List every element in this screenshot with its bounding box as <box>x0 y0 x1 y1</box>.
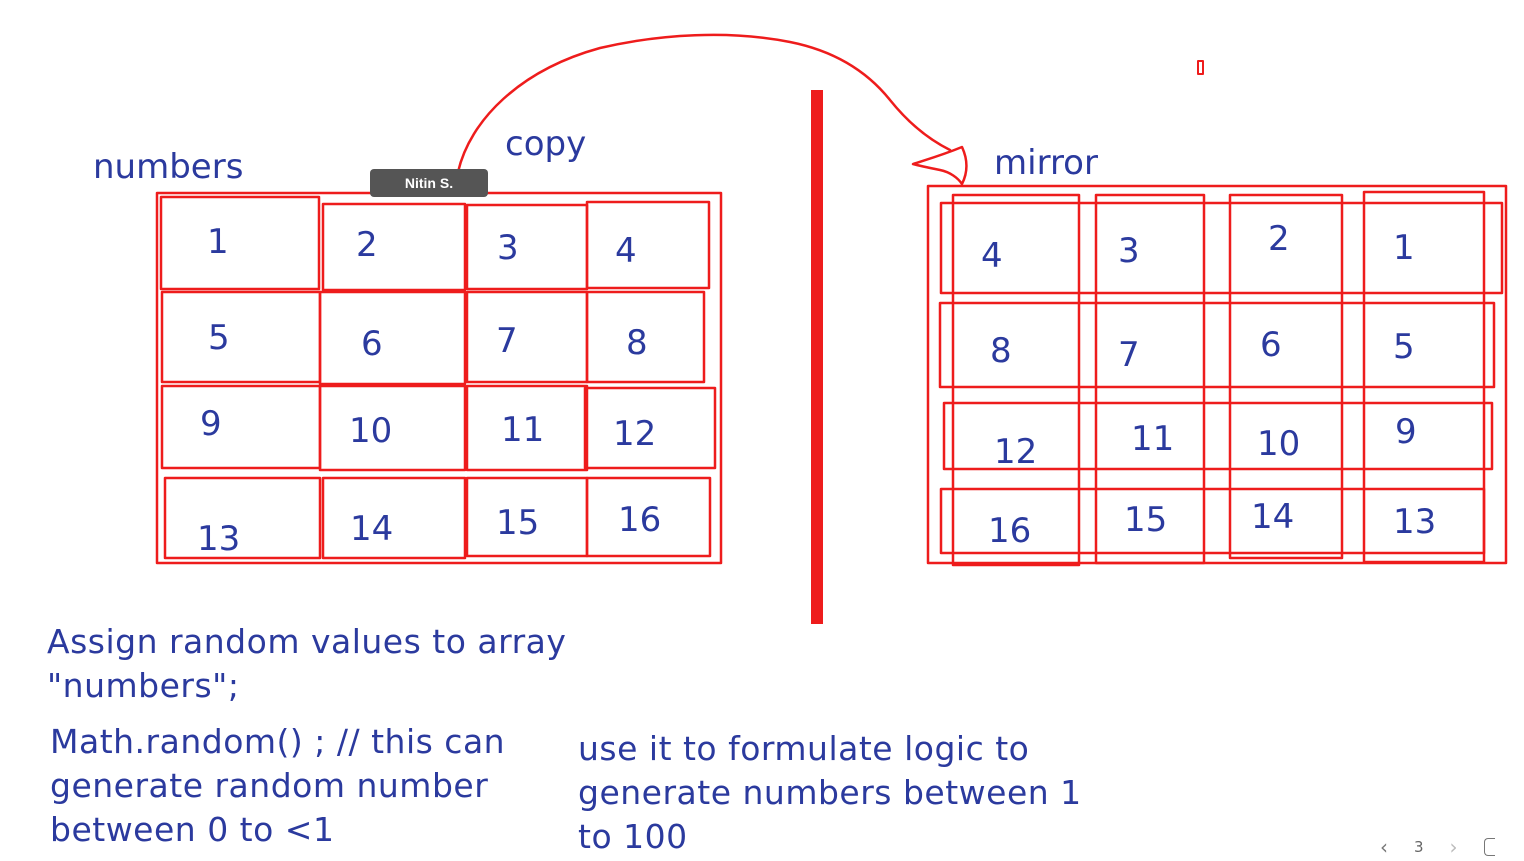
mirror-row-box <box>939 201 1504 295</box>
numbers-cell-box <box>465 203 589 291</box>
numbers-cell-box <box>160 290 322 384</box>
numbers-cell: 12 <box>613 414 657 454</box>
mirror-cell: 12 <box>994 432 1038 472</box>
numbers-cell: 7 <box>496 321 518 361</box>
mirror-column-box <box>1362 190 1486 564</box>
mirror-cell: 4 <box>981 236 1003 276</box>
numbers-cell-box <box>583 386 717 470</box>
numbers-cell: 1 <box>207 222 229 262</box>
math-random-note-line: generate random number <box>50 766 489 805</box>
numbers-cell: 14 <box>350 509 394 549</box>
assign-note-line: "numbers"; <box>47 666 240 705</box>
numbers-cell-box <box>321 202 467 292</box>
numbers-cell-box <box>465 290 589 384</box>
math-random-note-line: between 0 to <1 <box>50 810 335 849</box>
mirror-row-box <box>942 401 1494 471</box>
page-number: 3 <box>1414 838 1424 856</box>
numbers-cell: 13 <box>197 519 241 559</box>
mirror-column-box <box>1094 193 1206 565</box>
mirror-cell: 2 <box>1268 219 1290 259</box>
numbers-cell: 11 <box>501 410 545 450</box>
mirror-cell: 10 <box>1257 424 1301 464</box>
numbers-cell-box <box>160 384 322 470</box>
numbers-cell-box <box>465 384 589 472</box>
mirror-cell: 13 <box>1393 502 1437 542</box>
math-random-note: Math.random() ; // this can generate ran… <box>50 720 505 852</box>
use-it-note: use it to formulate logic to generate nu… <box>578 727 1082 859</box>
numbers-cell: 2 <box>356 225 378 265</box>
numbers-cell-box <box>585 200 711 290</box>
prev-page-icon[interactable]: ‹ <box>1380 835 1388 859</box>
mirror-cell: 15 <box>1124 500 1168 540</box>
page-navigator: ‹ 3 › <box>1380 834 1495 860</box>
numbers-cell: 4 <box>615 231 637 271</box>
copy-arrow-head <box>911 145 968 186</box>
mirror-cell: 1 <box>1393 228 1415 268</box>
numbers-cell-box <box>585 290 706 384</box>
mirror-cell: 11 <box>1131 419 1175 459</box>
assign-note: Assign random values to array "numbers"; <box>47 620 566 708</box>
math-random-note-line: Math.random() ; // this can <box>50 722 506 761</box>
mirror-title: mirror <box>994 143 1098 183</box>
mirror-column-box <box>951 193 1081 567</box>
copy-label: copy <box>505 124 587 164</box>
mirror-row-box <box>938 301 1496 389</box>
mirror-cell: 9 <box>1395 412 1417 452</box>
numbers-cell-box <box>585 476 712 558</box>
use-it-note-line: to 100 <box>578 817 688 856</box>
numbers-cell: 16 <box>618 500 662 540</box>
mirror-cell: 8 <box>990 331 1012 371</box>
numbers-cell: 10 <box>349 411 393 451</box>
mirror-cell: 6 <box>1260 325 1282 365</box>
use-it-note-line: generate numbers between 1 <box>578 773 1082 812</box>
numbers-cell-box <box>163 476 322 560</box>
numbers-cell-box <box>159 195 321 291</box>
mirror-cell: 7 <box>1118 335 1140 375</box>
fullscreen-icon[interactable] <box>1483 838 1495 856</box>
numbers-cell-box <box>318 290 467 386</box>
numbers-title: numbers <box>93 147 244 187</box>
mirror-cell: 5 <box>1393 327 1415 367</box>
author-tooltip: Nitin S. <box>370 169 488 197</box>
numbers-cell: 3 <box>497 228 519 268</box>
divider-bar <box>811 90 823 624</box>
numbers-cell: 6 <box>361 324 383 364</box>
mirror-cell: 14 <box>1251 497 1295 537</box>
mirror-cell: 3 <box>1118 231 1140 271</box>
small-marker <box>1197 60 1204 75</box>
copy-arrow <box>456 33 952 174</box>
numbers-cell-box <box>321 476 467 560</box>
mirror-cell: 16 <box>988 511 1032 551</box>
numbers-cell: 15 <box>496 503 540 543</box>
mirror-row-box <box>939 487 1486 555</box>
numbers-cell-box <box>318 384 467 472</box>
assign-note-line: Assign random values to array <box>47 622 567 661</box>
numbers-cell: 9 <box>200 404 222 444</box>
next-page-icon[interactable]: › <box>1449 835 1458 859</box>
numbers-cell: 5 <box>208 318 230 358</box>
use-it-note-line: use it to formulate logic to <box>578 729 1030 768</box>
mirror-grid-outline <box>926 184 1508 565</box>
numbers-cell: 8 <box>626 323 648 363</box>
mirror-column-box <box>1228 193 1344 560</box>
